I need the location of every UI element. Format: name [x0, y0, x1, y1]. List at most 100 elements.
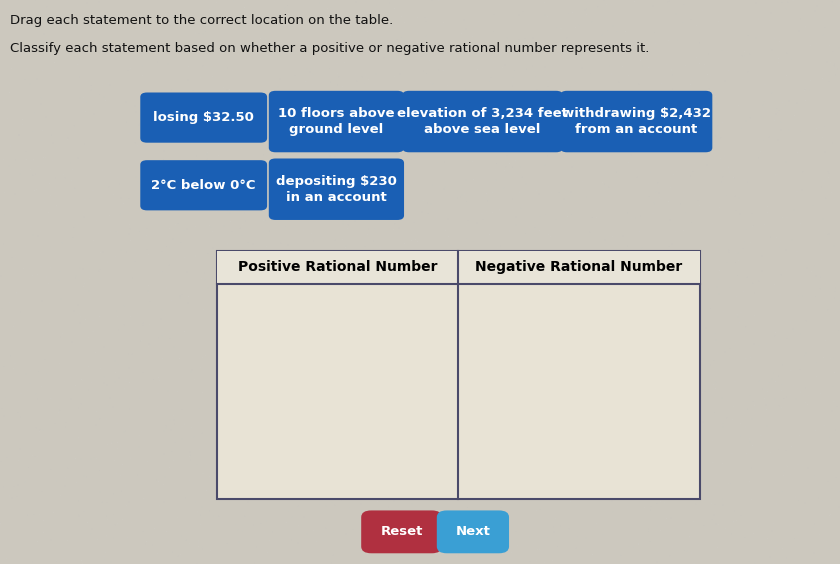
Point [738, 237, 751, 246]
Point [417, 114, 430, 124]
Point [316, 90, 329, 99]
Point [276, 198, 289, 207]
Point [93, 415, 107, 424]
Point [664, 216, 677, 225]
Point [523, 281, 537, 290]
Point [318, 299, 332, 309]
Point [524, 36, 538, 45]
Point [649, 391, 663, 400]
Point [374, 285, 387, 294]
Point [790, 148, 804, 157]
Point [408, 451, 422, 460]
Point [304, 430, 318, 439]
Point [469, 444, 482, 453]
Point [381, 214, 394, 223]
Point [467, 175, 480, 184]
Point [383, 382, 396, 391]
Point [648, 289, 661, 298]
Point [370, 353, 383, 362]
Point [163, 261, 176, 270]
Point [643, 105, 657, 114]
Point [90, 407, 103, 416]
Point [617, 462, 631, 472]
Point [499, 524, 512, 533]
Point [559, 424, 573, 433]
Point [485, 73, 498, 82]
Point [92, 90, 106, 99]
Point [707, 356, 721, 365]
Point [370, 373, 384, 382]
Point [26, 558, 39, 564]
Point [459, 450, 473, 459]
Point [690, 53, 703, 62]
Point [330, 460, 344, 469]
Point [734, 307, 748, 316]
Point [453, 91, 466, 100]
Point [100, 316, 113, 325]
Point [152, 168, 165, 177]
Point [118, 385, 131, 394]
Point [270, 18, 283, 27]
Point [184, 456, 197, 465]
Point [5, 494, 18, 503]
Point [460, 503, 474, 512]
Point [262, 181, 276, 190]
Point [442, 289, 455, 298]
Point [256, 32, 270, 41]
Point [281, 241, 295, 250]
Point [440, 277, 454, 287]
Point [803, 86, 816, 95]
Point [454, 47, 468, 56]
Point [193, 445, 207, 454]
Point [397, 509, 411, 518]
Point [670, 248, 684, 257]
Point [525, 274, 538, 283]
Point [135, 99, 149, 108]
Point [191, 559, 204, 564]
Point [96, 498, 109, 507]
Point [171, 219, 185, 228]
Point [161, 403, 175, 412]
Point [120, 248, 134, 257]
Point [19, 475, 33, 484]
Point [346, 19, 360, 28]
Point [563, 3, 576, 12]
Point [716, 459, 729, 468]
Point [732, 318, 746, 327]
Point [565, 8, 579, 17]
Point [304, 65, 318, 74]
Point [502, 180, 516, 190]
Point [590, 369, 603, 378]
Point [244, 324, 258, 333]
Point [229, 520, 243, 529]
Point [722, 479, 735, 488]
Point [494, 241, 507, 250]
Point [516, 530, 529, 539]
Point [517, 442, 531, 451]
Point [165, 85, 178, 94]
Point [231, 398, 244, 407]
Point [492, 0, 506, 9]
Point [417, 304, 431, 313]
Point [470, 471, 483, 480]
Point [470, 311, 483, 320]
Point [706, 380, 720, 389]
Point [473, 250, 486, 259]
Point [794, 279, 807, 288]
Point [701, 70, 714, 79]
Point [494, 175, 507, 184]
Point [81, 333, 95, 342]
Point [270, 162, 283, 171]
Point [134, 336, 148, 345]
Point [82, 274, 96, 283]
Point [323, 64, 336, 73]
Point [390, 250, 403, 259]
Point [123, 404, 136, 413]
Point [459, 517, 472, 526]
Point [705, 499, 718, 508]
Point [37, 528, 50, 537]
Point [221, 64, 234, 73]
Point [75, 375, 88, 384]
Point [196, 353, 209, 362]
Point [330, 392, 344, 401]
